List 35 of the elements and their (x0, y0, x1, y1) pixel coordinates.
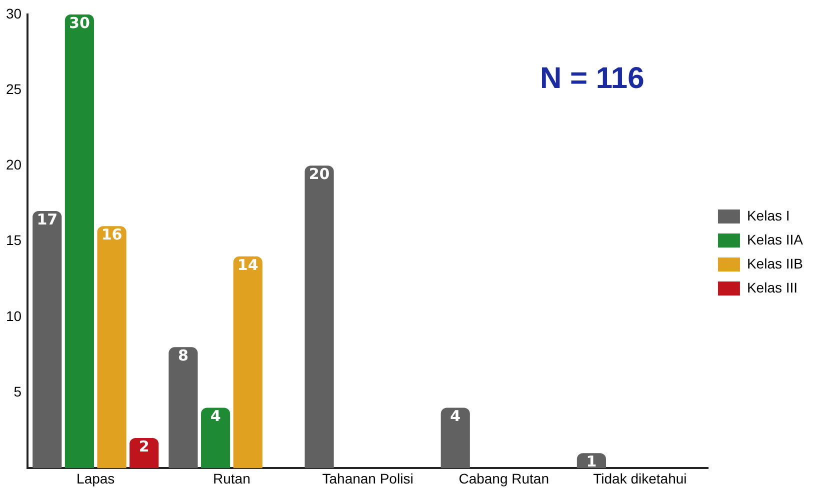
y-tick-label: 10 (6, 308, 22, 324)
x-tick-label: Lapas (76, 470, 115, 486)
data-label: 1 (586, 452, 597, 470)
data-label: 16 (101, 226, 122, 244)
x-tick-label: Tidak diketahui (593, 470, 687, 486)
bar (200, 408, 230, 468)
y-tick-label: 20 (6, 156, 22, 173)
annotation: N = 116 (540, 62, 644, 96)
data-label: 17 (36, 210, 58, 228)
bar (304, 166, 334, 468)
legend-label: Kelas IIA (746, 231, 804, 248)
x-tick-label: Tahanan Polisi (322, 470, 414, 486)
x-tick-label: Rutan (213, 470, 250, 486)
data-label: 14 (237, 256, 258, 274)
bar (32, 211, 62, 468)
bar (440, 408, 470, 468)
bar (130, 438, 159, 468)
y-tick-label: 25 (6, 80, 22, 97)
legend-label: Kelas I (746, 207, 790, 224)
bar (64, 14, 94, 468)
y-tick-label: 5 (14, 383, 22, 400)
data-label: 4 (210, 407, 221, 426)
bar (168, 347, 198, 468)
data-label: 4 (450, 407, 461, 426)
legend-label: Kelas IIB (746, 255, 804, 272)
bar (97, 226, 126, 468)
data-label: 8 (178, 346, 188, 365)
data-label: 2 (138, 437, 150, 456)
x-tick-label: Cabang Rutan (458, 470, 549, 486)
y-tick-label: 15 (6, 232, 22, 248)
data-label: 20 (308, 165, 330, 184)
y-tick-label: 30 (6, 5, 22, 22)
bar (233, 256, 262, 468)
data-label: 30 (69, 14, 90, 32)
legend-label: Kelas III (746, 279, 798, 296)
